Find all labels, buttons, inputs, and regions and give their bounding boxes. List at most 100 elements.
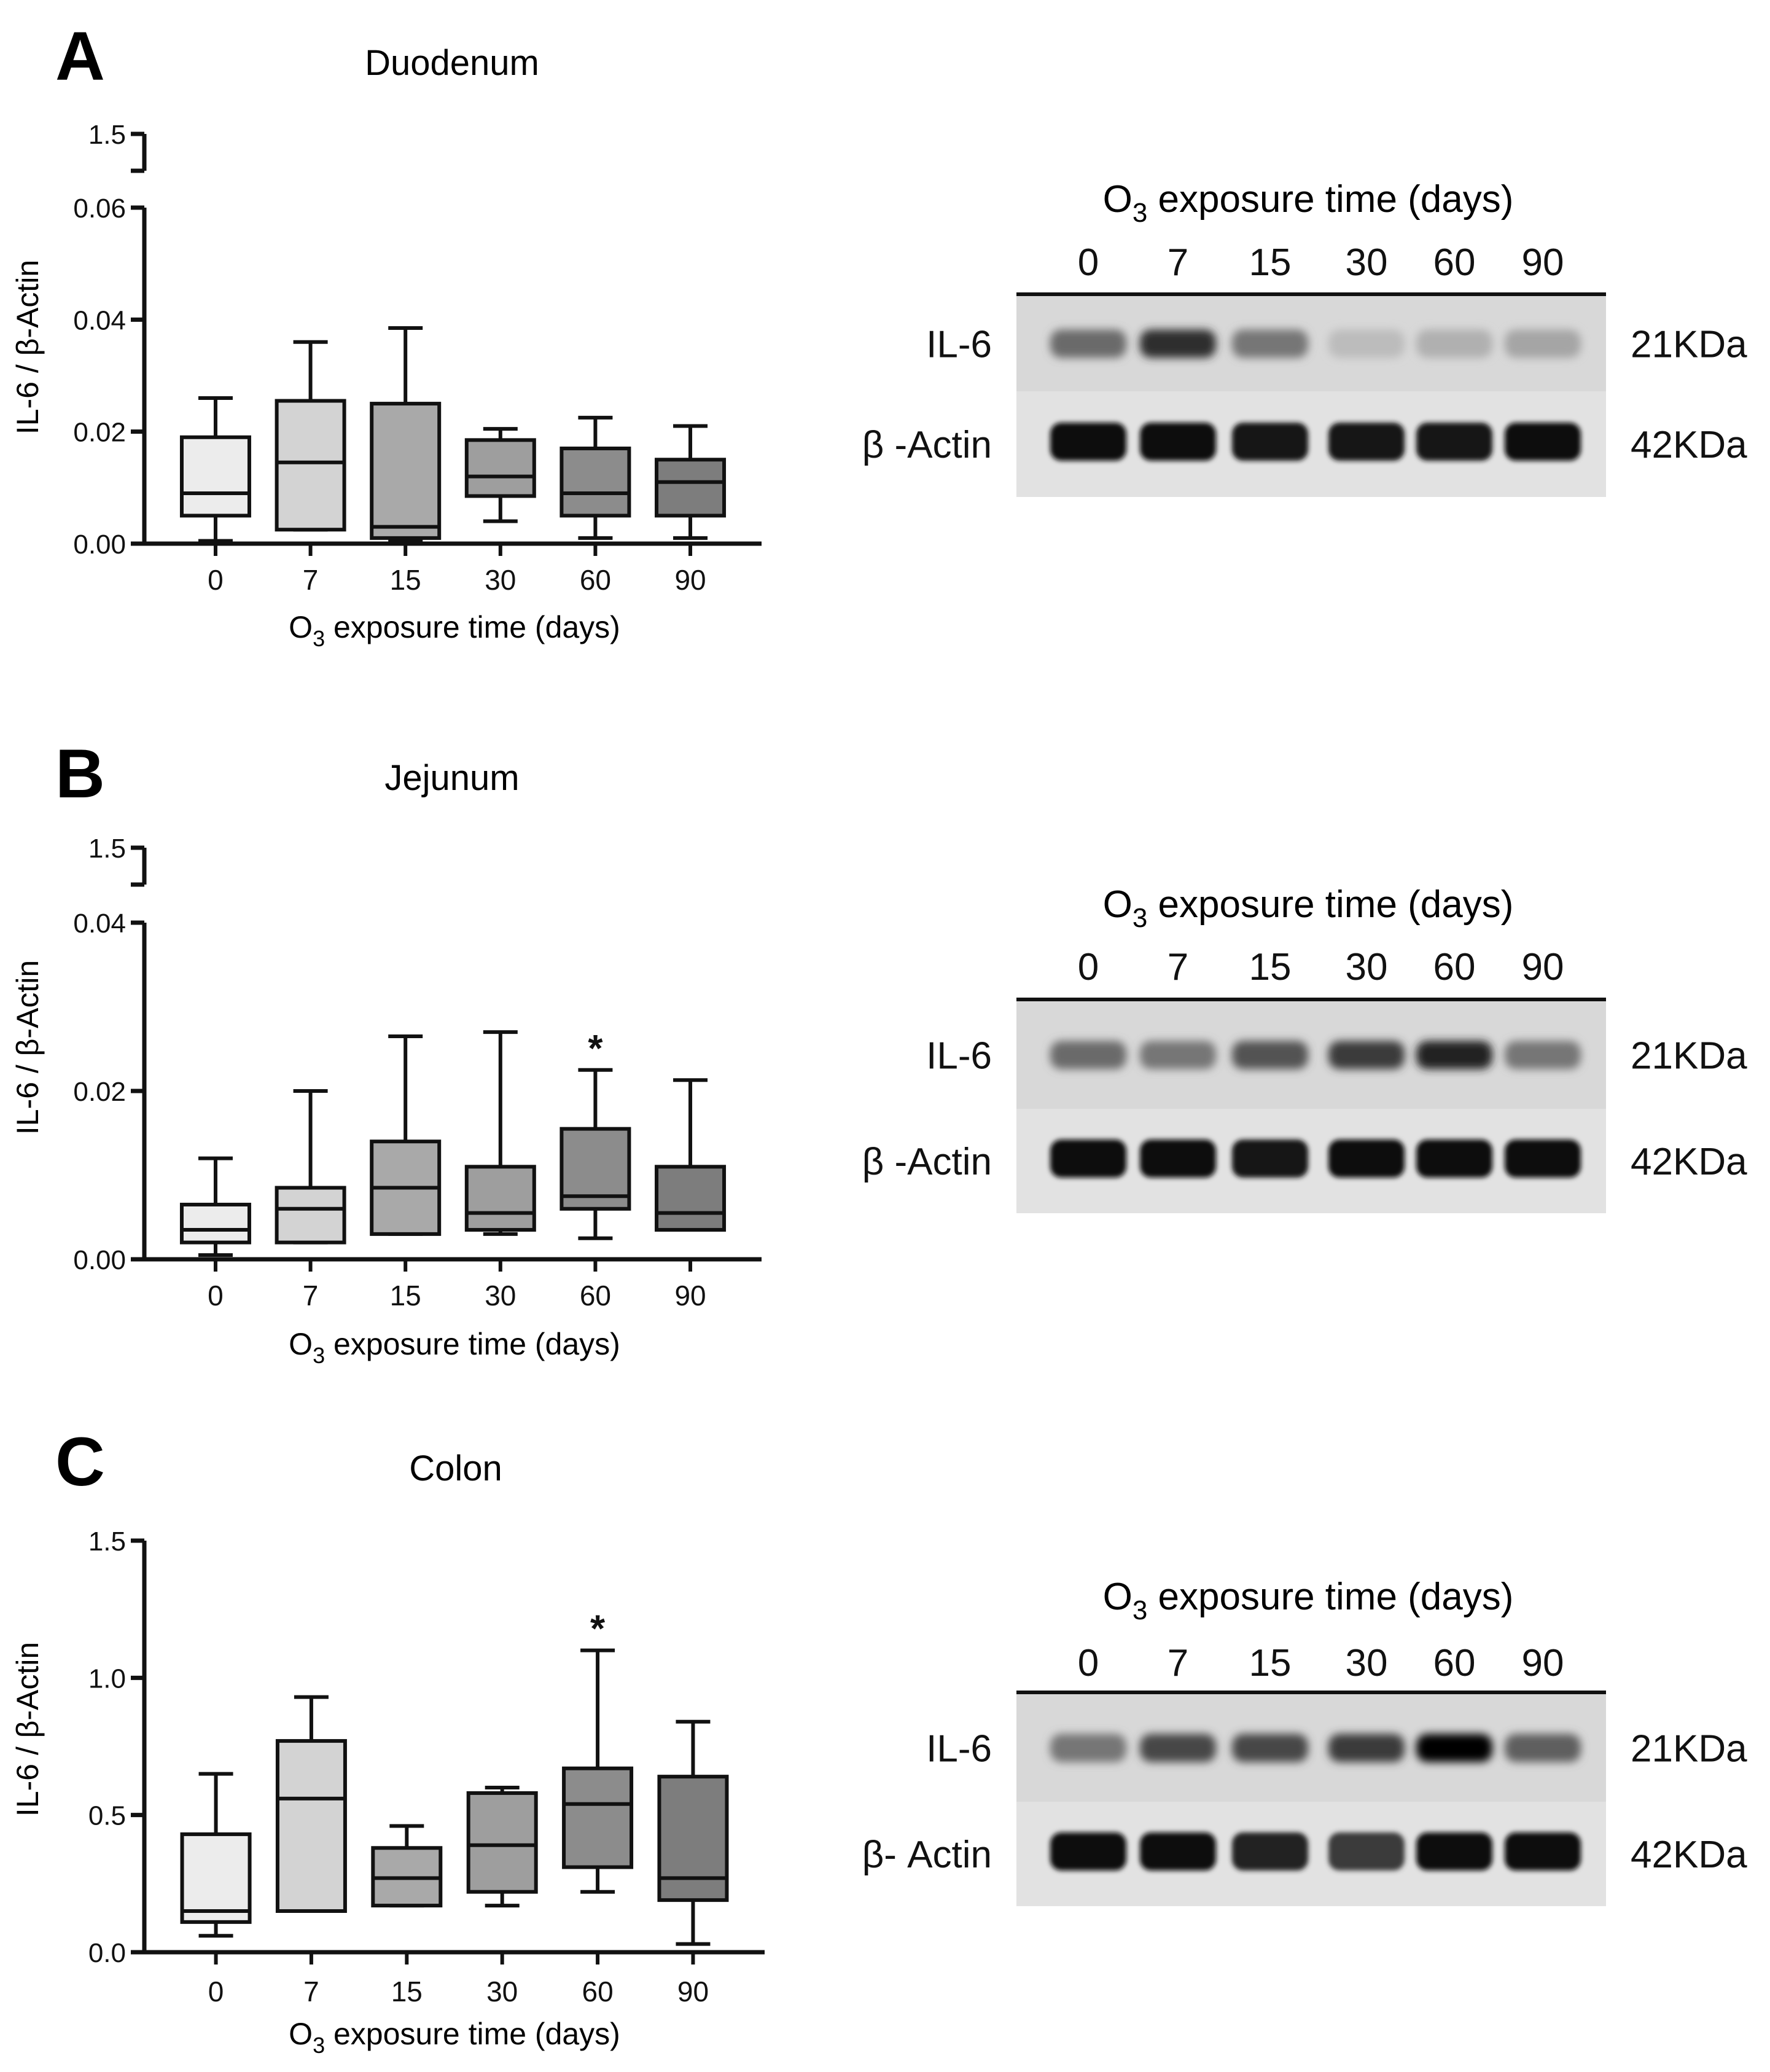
x-axis-label: O3 exposure time (days) xyxy=(289,610,620,651)
blot-lane-label: 30 xyxy=(1346,241,1388,284)
blot-lane-label: 0 xyxy=(1078,946,1099,988)
x-tick-label: 90 xyxy=(674,564,706,596)
x-tick-label: 30 xyxy=(485,564,516,596)
xlabel-rest: exposure time (days) xyxy=(325,1327,620,1361)
iqr-box xyxy=(275,1739,347,1913)
blot-lane-label: 90 xyxy=(1522,946,1564,988)
blot-band xyxy=(1140,1140,1216,1178)
blot-band xyxy=(1416,1140,1492,1178)
blot-lane-label: 15 xyxy=(1249,1642,1292,1684)
blot-band xyxy=(1328,1734,1405,1762)
blot-band xyxy=(1050,1734,1126,1762)
blot-header-rest: exposure time (days) xyxy=(1147,1576,1513,1618)
blot-band xyxy=(1050,329,1126,358)
x-tick-label: 30 xyxy=(486,1976,518,2007)
y-axis-label: IL-6 / β-Actin xyxy=(10,960,45,1135)
y-tick-label: 0.00 xyxy=(73,530,126,560)
blot-band xyxy=(1050,423,1126,461)
x-tick-label: 60 xyxy=(582,1976,613,2007)
y-tick-label: 0.04 xyxy=(73,909,126,939)
panel-letter: A xyxy=(55,18,105,95)
blot-lane-label: 7 xyxy=(1168,1642,1188,1684)
blot-band xyxy=(1328,329,1405,358)
western-blot: 0 7 15 30 60 90 IL-6 21KDa β -Actin 42KDa xyxy=(862,946,1747,1213)
iqr-box xyxy=(275,399,346,532)
y-tick-label: 0.06 xyxy=(73,194,126,224)
iqr-box xyxy=(655,458,727,518)
x-tick-label: 0 xyxy=(208,1280,224,1312)
blot-lane-label: 60 xyxy=(1433,241,1476,284)
panel-c: C Colon 0.00.51.01.50 7 15 30 60*90 IL-6 / β… xyxy=(10,1423,1747,2058)
blot-row-label: β -Actin xyxy=(862,424,992,466)
blot-lane-label: 15 xyxy=(1249,241,1292,284)
panel-letter: B xyxy=(55,735,105,812)
iqr-box xyxy=(559,447,631,518)
panel-b: B Jejunum 0.000.020.041.50 7 15 30 60*90 IL-… xyxy=(10,735,1747,1368)
y-tick-label: 1.5 xyxy=(88,834,126,864)
blot-band xyxy=(1232,423,1308,461)
y-tick-label: 0.00 xyxy=(73,1245,126,1275)
box-7 xyxy=(275,1695,347,1913)
panel-letter: C xyxy=(55,1423,105,1500)
blot-lane-label: 30 xyxy=(1346,1642,1388,1684)
blot-header-o: O xyxy=(1103,178,1133,221)
y-tick-label: 0.02 xyxy=(73,418,126,448)
box-15 xyxy=(370,326,442,543)
y-tick-label: 1.5 xyxy=(88,120,126,150)
iqr-box xyxy=(655,1165,727,1232)
iqr-box xyxy=(657,1775,729,1902)
box-30 xyxy=(464,427,536,523)
blot-band xyxy=(1416,1041,1492,1069)
blot-band xyxy=(1232,1041,1308,1069)
y-tick-label: 1.0 xyxy=(88,1663,126,1694)
blot-header: O3 exposure time (days) xyxy=(1103,883,1514,933)
blot-header-o: O xyxy=(1103,1576,1133,1618)
iqr-box xyxy=(180,1832,252,1924)
x-tick-label: 0 xyxy=(208,564,224,596)
blot-row-label: β -Actin xyxy=(862,1141,992,1183)
blot-lane-label: 60 xyxy=(1433,946,1476,988)
iqr-box xyxy=(464,438,536,498)
blot-header: O3 exposure time (days) xyxy=(1103,1576,1514,1625)
blot-lane-label: 0 xyxy=(1078,1642,1099,1684)
blot-row-label: IL-6 xyxy=(926,324,992,366)
xlabel-subscript: 3 xyxy=(313,2033,325,2058)
xlabel-o: O xyxy=(289,2017,313,2051)
blot-kda-label: 21KDa xyxy=(1631,1728,1747,1770)
blot-band xyxy=(1505,423,1581,461)
box-0 xyxy=(180,1772,252,1938)
chart-title: Jejunum xyxy=(384,758,519,798)
x-tick-label: 60 xyxy=(580,564,611,596)
x-tick-label: 7 xyxy=(303,1976,319,2007)
blot-band xyxy=(1505,1832,1581,1871)
y-axis-label: IL-6 / β-Actin xyxy=(10,260,45,434)
blot-lane-label: 60 xyxy=(1433,1642,1476,1684)
blot-band xyxy=(1232,329,1308,358)
blot-lane-label: 30 xyxy=(1346,946,1388,988)
iqr-box xyxy=(466,1791,538,1894)
blot-kda-label: 21KDa xyxy=(1631,324,1747,366)
blot-band xyxy=(1232,1832,1308,1871)
x-tick-label: 7 xyxy=(303,1280,319,1312)
significance-marker: * xyxy=(588,1028,603,1070)
box-30 xyxy=(464,1030,536,1236)
blot-lane-label: 15 xyxy=(1249,946,1292,988)
x-tick-label: 60 xyxy=(580,1280,611,1312)
blot-band xyxy=(1140,329,1216,358)
iqr-box xyxy=(562,1766,634,1869)
blot-band xyxy=(1328,423,1405,461)
iqr-box xyxy=(275,1186,346,1245)
blot-lane-label: 90 xyxy=(1522,1642,1564,1684)
blot-kda-label: 42KDa xyxy=(1631,1834,1747,1876)
x-axis-label: O3 exposure time (days) xyxy=(289,1327,620,1368)
blot-band xyxy=(1140,1734,1216,1762)
xlabel-rest: exposure time (days) xyxy=(325,2017,620,2051)
box-60 xyxy=(559,1068,631,1240)
blot-band xyxy=(1416,329,1492,358)
blot-band xyxy=(1505,1140,1581,1178)
blot-band xyxy=(1050,1832,1126,1871)
blot-band xyxy=(1050,1041,1126,1069)
blot-band xyxy=(1140,423,1216,461)
xlabel-o: O xyxy=(289,610,313,644)
blot-band xyxy=(1505,1041,1581,1069)
